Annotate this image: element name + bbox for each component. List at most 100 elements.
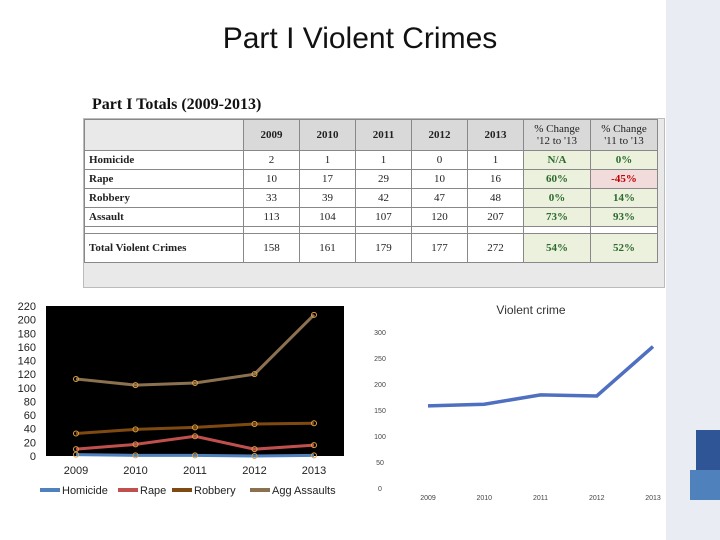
y-tick-label: 150	[374, 408, 386, 415]
data-point	[192, 424, 198, 431]
pct-change-12-13: 60%	[523, 169, 591, 189]
table-header	[84, 119, 244, 151]
y-tick-label: 140	[18, 356, 36, 368]
row-label: Assault	[84, 207, 244, 227]
series-line	[75, 313, 316, 387]
y-tick-label: 120	[18, 369, 36, 381]
data-point	[192, 380, 198, 387]
table-row: Rape 10 17 29 10 16 60% -45%	[84, 169, 658, 189]
slide-side-decoration	[666, 0, 720, 540]
row-label: Total Violent Crimes	[84, 233, 244, 263]
y-tick-label: 300	[374, 330, 386, 337]
legend-label: Rape	[140, 485, 166, 497]
y-tick-label: 180	[18, 328, 36, 340]
data-point	[192, 433, 198, 440]
y-tick-label: 160	[18, 342, 36, 354]
table-header: 2011	[355, 119, 412, 151]
table-caption: Part I Totals (2009-2013)	[92, 96, 262, 113]
y-tick-label: 60	[24, 410, 36, 422]
y-tick-label: 100	[374, 434, 386, 441]
y-tick-label: 200	[374, 382, 386, 389]
crime-table-panel: 2009 2010 2011 2012 2013 % Change '12 to…	[83, 118, 665, 288]
cell: 179	[355, 233, 412, 263]
y-tick-label: 100	[18, 383, 36, 395]
cell: 0	[411, 150, 468, 170]
cell: 10	[243, 169, 300, 189]
chart-title: Violent crime	[496, 303, 565, 317]
cell: 177	[411, 233, 468, 263]
data-point	[132, 382, 139, 389]
cell: 272	[467, 233, 524, 263]
x-tick-label: 2013	[645, 495, 661, 502]
row-label: Rape	[84, 169, 244, 189]
cell: 104	[299, 207, 356, 227]
cell: 47	[411, 188, 468, 208]
series-line	[75, 453, 315, 458]
x-tick-label: 2012	[589, 495, 605, 502]
cell: 2	[243, 150, 300, 170]
legend-label: Robbery	[194, 485, 236, 497]
data-point	[251, 453, 258, 459]
x-tick-label: 2012	[242, 465, 266, 477]
violent-crime-chart-svg: Violent crime 0 50 100 150 200 250 300 2009 2010 2…	[374, 303, 661, 502]
cell: 10	[411, 169, 468, 189]
crime-table: 2009 2010 2011 2012 2013 % Change '12 to…	[84, 119, 658, 263]
cell: 1	[299, 150, 356, 170]
pct-change-11-13: 14%	[590, 188, 658, 208]
y-tick-label: 40	[24, 424, 36, 436]
cell: 33	[243, 188, 300, 208]
x-tick-label: 2013	[302, 465, 326, 477]
y-tick-label: 0	[30, 451, 36, 463]
cell: 161	[299, 233, 356, 263]
table-header-row: 2009 2010 2011 2012 2013 % Change '12 to…	[84, 119, 658, 151]
pct-change-11-13: 52%	[590, 233, 658, 263]
crime-type-line-chart: 0 20 40 60 80 100 120 140 160 180 200 220 2009 2010 20…	[10, 296, 368, 510]
x-tick-label: 2009	[420, 495, 436, 502]
series-line	[75, 434, 315, 451]
data-point	[73, 375, 79, 382]
table-header: 2013	[467, 119, 524, 151]
data-point	[251, 420, 258, 427]
data-point	[311, 452, 317, 459]
y-tick-label: 200	[18, 315, 36, 327]
x-tick-label: 2011	[533, 495, 548, 502]
table-header: 2009	[243, 119, 300, 151]
cell: 17	[299, 169, 356, 189]
data-point	[73, 446, 79, 453]
cell: 29	[355, 169, 412, 189]
y-tick-label: 20	[24, 437, 36, 449]
cell: 120	[411, 207, 468, 227]
table-row: Homicide 2 1 1 0 1 N/A 0%	[84, 150, 658, 170]
pct-change-11-13: -45%	[590, 169, 658, 189]
table-header: % Change '11 to '13	[590, 119, 658, 151]
pct-change-12-13: 73%	[523, 207, 591, 227]
data-point	[132, 452, 139, 459]
table-header: 2012	[411, 119, 468, 151]
legend-label: Agg Assaults	[272, 485, 336, 497]
table-row: Robbery 33 39 42 47 48 0% 14%	[84, 188, 658, 208]
series-line	[427, 345, 655, 408]
cell: 16	[467, 169, 524, 189]
data-point	[311, 311, 317, 318]
table-header: 2010	[299, 119, 356, 151]
cell: 39	[299, 188, 356, 208]
pct-change-12-13: 0%	[523, 188, 591, 208]
data-point	[251, 446, 258, 453]
row-label: Robbery	[84, 188, 244, 208]
slide-title: Part I Violent Crimes	[222, 22, 498, 55]
y-tick-label: 220	[18, 301, 36, 313]
cell: 1	[355, 150, 412, 170]
data-point	[73, 430, 79, 437]
data-point	[311, 420, 317, 427]
cell: 107	[355, 207, 412, 227]
pct-change-11-13: 0%	[590, 150, 658, 170]
cell: 48	[467, 188, 524, 208]
y-tick-label: 50	[376, 460, 384, 467]
x-tick-label: 2010	[123, 465, 147, 477]
row-label: Homicide	[84, 150, 244, 170]
data-point	[132, 426, 139, 433]
cell: 158	[243, 233, 300, 263]
table-header: % Change '12 to '13	[523, 119, 591, 151]
table-spacer-row	[84, 226, 658, 234]
